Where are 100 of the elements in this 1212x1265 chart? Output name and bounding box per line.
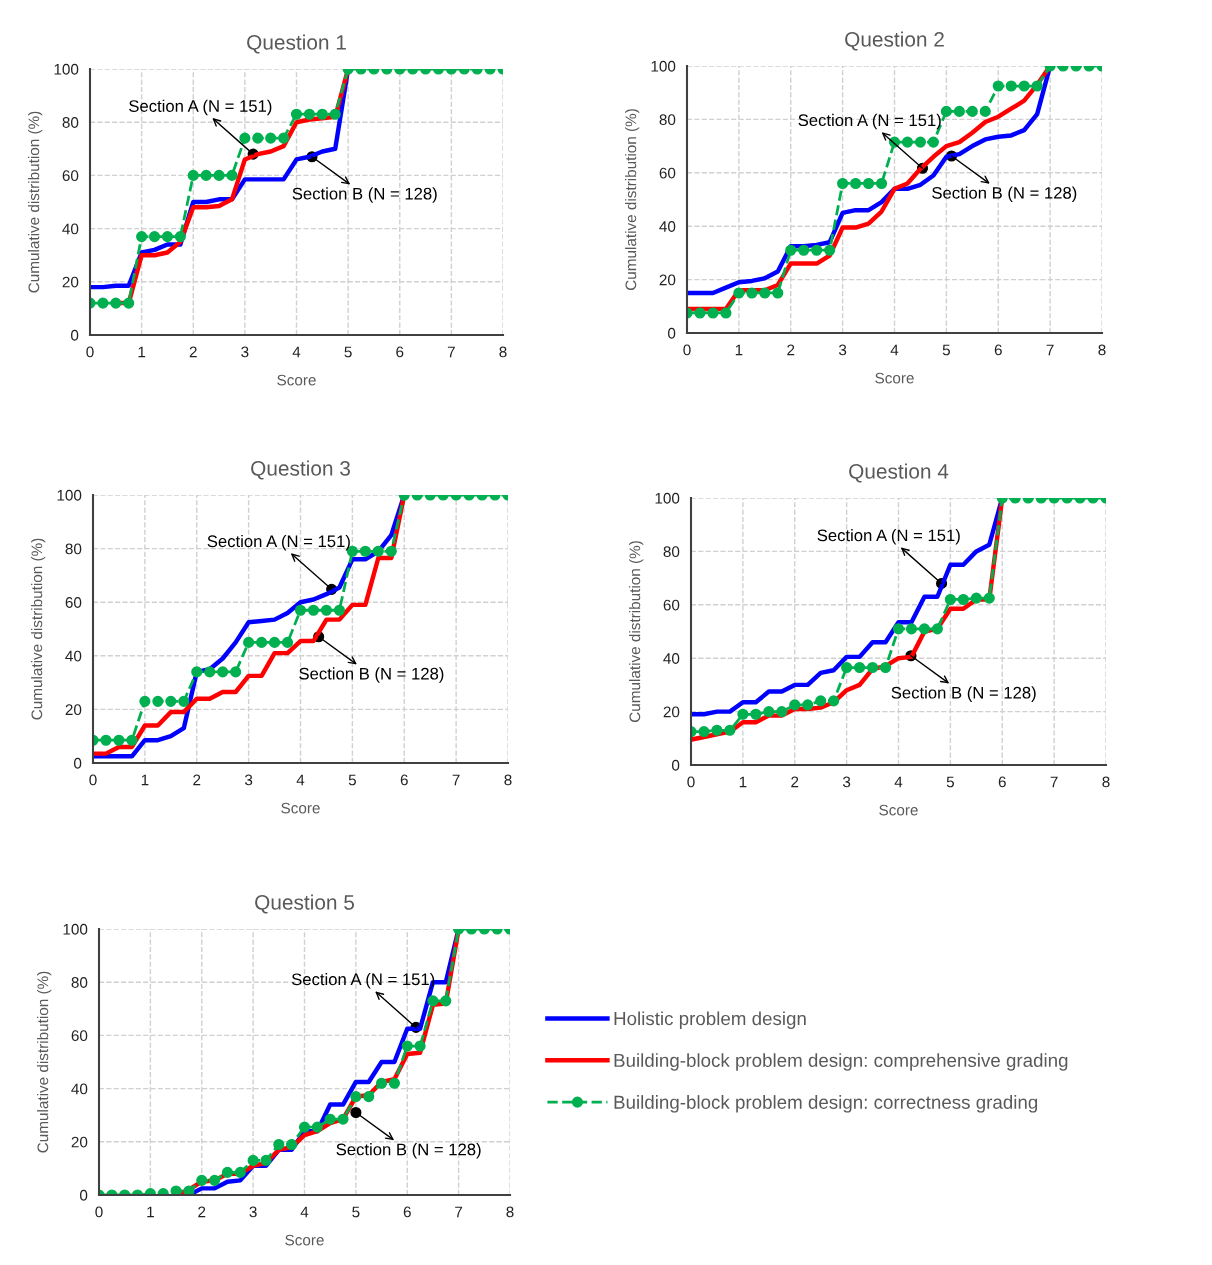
annotation: Section A (N = 151) <box>291 972 435 989</box>
y-tick-label: 0 <box>671 759 680 771</box>
x-tick-label: 4 <box>296 774 305 786</box>
x-tick-label: 2 <box>787 344 795 356</box>
x-tick-label: 1 <box>138 346 146 358</box>
x-tick-label: 0 <box>89 774 97 786</box>
x-tick-label: 8 <box>499 346 507 358</box>
chart-title: Question 3 <box>251 460 350 480</box>
x-tick-label: 1 <box>147 1206 154 1218</box>
x-tick-label: 4 <box>894 776 903 788</box>
legend-label: Holistic problem design <box>614 1011 806 1029</box>
y-tick-label: 60 <box>71 1030 88 1042</box>
y-tick-label: 40 <box>65 650 82 662</box>
y-axis-title: Cumulative distribution (%) <box>28 111 43 293</box>
chart-title: Question 2 <box>845 31 944 51</box>
x-tick-label: 4 <box>890 344 899 356</box>
y-tick-label: 60 <box>62 170 79 182</box>
x-tick-label: 4 <box>300 1206 309 1218</box>
x-tick-label: 2 <box>193 774 201 786</box>
annotation: Section A (N = 151) <box>207 534 350 551</box>
y-tick-label: 100 <box>57 489 82 501</box>
x-tick-label: 0 <box>95 1206 103 1218</box>
x-tick-label: 7 <box>1050 776 1058 788</box>
x-axis-title: Score <box>879 804 918 816</box>
x-tick-label: 2 <box>198 1206 206 1218</box>
annotation: Section B (N = 128) <box>891 686 1036 702</box>
x-tick-label: 1 <box>739 776 747 788</box>
x-tick-label: 6 <box>403 1206 411 1218</box>
y-tick-label: 80 <box>659 114 676 126</box>
x-axis-title: Score <box>285 1234 324 1246</box>
y-tick-label: 40 <box>659 221 676 232</box>
legend-label: Building-block problem design: correctness grading <box>614 1095 1038 1113</box>
x-tick-label: 7 <box>1046 344 1054 356</box>
x-tick-label: 2 <box>189 346 197 358</box>
chart-title: Question 4 <box>849 463 949 483</box>
y-tick-label: 80 <box>65 543 82 555</box>
x-axis-title: Score <box>277 374 316 386</box>
y-tick-label: 0 <box>70 329 79 341</box>
x-axis-title: Score <box>875 372 914 384</box>
y-tick-label: 20 <box>71 1136 88 1148</box>
x-tick-label: 3 <box>842 776 851 788</box>
y-tick-label: 100 <box>655 492 680 504</box>
x-tick-label: 5 <box>344 346 352 358</box>
x-tick-label: 0 <box>687 776 695 788</box>
x-tick-label: 8 <box>1098 344 1106 356</box>
annotation: Section B (N = 128) <box>932 186 1077 203</box>
y-tick-label: 60 <box>663 599 680 611</box>
x-tick-label: 1 <box>735 344 743 356</box>
x-tick-label: 8 <box>504 774 512 786</box>
x-axis-title: Score <box>281 802 320 814</box>
x-tick-label: 8 <box>506 1206 514 1218</box>
y-tick-label: 80 <box>663 546 680 558</box>
y-tick-label: 40 <box>663 653 680 664</box>
x-tick-label: 4 <box>292 346 301 358</box>
annotation: Section B (N = 128) <box>292 187 437 203</box>
legend-label: Building-block problem design: comprehensive grading <box>614 1053 1068 1071</box>
y-tick-label: 20 <box>663 706 680 718</box>
x-tick-label: 3 <box>244 774 253 786</box>
y-axis-title: Cumulative distribution (%) <box>625 109 640 290</box>
chart-title: Question 1 <box>247 34 346 54</box>
x-tick-label: 8 <box>1102 776 1110 788</box>
x-tick-label: 5 <box>946 776 954 788</box>
x-tick-label: 7 <box>452 774 460 786</box>
y-tick-label: 0 <box>667 327 676 339</box>
y-tick-label: 80 <box>71 977 88 988</box>
y-tick-label: 20 <box>65 704 82 716</box>
x-tick-label: 3 <box>249 1206 257 1218</box>
x-tick-label: 3 <box>838 344 847 356</box>
y-tick-label: 0 <box>73 757 82 769</box>
y-tick-label: 60 <box>659 167 676 179</box>
x-tick-label: 0 <box>683 344 691 356</box>
y-tick-label: 20 <box>62 276 79 288</box>
y-tick-label: 100 <box>54 63 79 75</box>
annotation: Section B (N = 128) <box>299 667 444 683</box>
annotation: Section A (N = 151) <box>817 529 960 545</box>
y-tick-label: 60 <box>65 597 82 608</box>
x-tick-label: 6 <box>396 346 404 358</box>
annotation: Section A (N = 151) <box>129 99 272 116</box>
x-tick-label: 5 <box>942 344 950 356</box>
annotation: Section A (N = 151) <box>798 113 941 130</box>
chart-title: Question 5 <box>255 894 355 914</box>
x-tick-label: 6 <box>994 344 1002 356</box>
x-tick-label: 2 <box>791 776 799 788</box>
x-tick-label: 3 <box>241 346 249 358</box>
y-tick-label: 20 <box>659 274 676 286</box>
annotation: Section B (N = 128) <box>336 1143 481 1159</box>
y-axis-title: Cumulative distribution (%) <box>629 541 644 722</box>
x-tick-label: 5 <box>348 774 356 786</box>
x-tick-label: 6 <box>400 774 408 786</box>
x-tick-label: 5 <box>352 1206 360 1218</box>
y-tick-label: 40 <box>62 223 79 235</box>
x-tick-label: 6 <box>998 776 1006 788</box>
y-tick-label: 100 <box>651 60 676 72</box>
y-axis-title: Cumulative distribution (%) <box>31 538 46 720</box>
x-tick-label: 1 <box>141 774 149 786</box>
y-tick-label: 0 <box>79 1189 88 1201</box>
x-tick-label: 7 <box>455 1206 463 1218</box>
y-tick-label: 80 <box>62 117 79 128</box>
y-axis-title: Cumulative distribution (%) <box>37 971 52 1153</box>
y-tick-label: 40 <box>71 1083 88 1095</box>
